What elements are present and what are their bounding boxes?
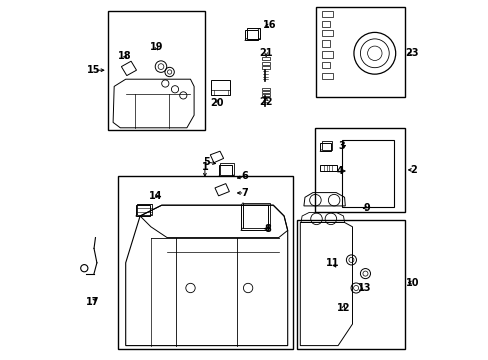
Bar bbox=[136, 205, 150, 216]
Bar bbox=[220, 163, 233, 175]
Text: 12: 12 bbox=[336, 303, 349, 313]
Text: 10: 10 bbox=[406, 278, 419, 288]
Text: 7: 7 bbox=[241, 188, 247, 198]
Bar bbox=[320, 143, 330, 151]
Text: 5: 5 bbox=[203, 157, 210, 167]
Text: 21: 21 bbox=[259, 48, 272, 58]
Text: 22: 22 bbox=[259, 97, 272, 107]
Text: 14: 14 bbox=[148, 191, 162, 201]
Bar bbox=[320, 165, 337, 171]
Bar bbox=[296, 220, 404, 349]
Text: 8: 8 bbox=[264, 224, 271, 234]
Bar bbox=[261, 66, 270, 69]
Bar bbox=[316, 7, 404, 97]
Bar bbox=[321, 21, 329, 27]
Bar bbox=[246, 28, 259, 39]
Text: 18: 18 bbox=[118, 51, 132, 61]
Bar bbox=[321, 73, 332, 79]
Bar bbox=[321, 40, 329, 47]
Bar bbox=[314, 128, 404, 212]
Bar bbox=[321, 51, 332, 58]
Bar bbox=[211, 80, 230, 95]
Text: 3: 3 bbox=[338, 141, 345, 151]
Bar bbox=[244, 30, 257, 40]
Text: 16: 16 bbox=[263, 20, 276, 30]
Text: 6: 6 bbox=[241, 171, 247, 181]
Text: 2: 2 bbox=[409, 165, 416, 175]
Text: 15: 15 bbox=[87, 65, 101, 75]
Bar bbox=[107, 11, 204, 130]
Bar bbox=[261, 94, 270, 96]
Bar bbox=[137, 204, 151, 215]
Bar bbox=[241, 205, 267, 230]
Bar bbox=[341, 140, 393, 207]
Bar bbox=[261, 88, 270, 90]
Text: 11: 11 bbox=[325, 258, 339, 268]
Bar bbox=[321, 30, 332, 36]
Text: 19: 19 bbox=[149, 42, 163, 52]
Bar bbox=[261, 91, 270, 93]
Text: 23: 23 bbox=[405, 48, 418, 58]
Bar bbox=[321, 11, 332, 17]
Text: 1: 1 bbox=[201, 162, 208, 172]
Bar bbox=[261, 62, 270, 65]
Text: 9: 9 bbox=[363, 203, 369, 213]
Text: 17: 17 bbox=[85, 297, 99, 307]
Bar bbox=[243, 203, 269, 228]
Bar bbox=[321, 62, 329, 68]
Bar bbox=[321, 141, 332, 150]
Text: 13: 13 bbox=[358, 283, 371, 293]
Bar bbox=[261, 57, 270, 60]
Bar bbox=[118, 176, 292, 349]
Text: 20: 20 bbox=[210, 98, 224, 108]
Text: 4: 4 bbox=[336, 166, 343, 176]
Bar bbox=[218, 165, 232, 176]
